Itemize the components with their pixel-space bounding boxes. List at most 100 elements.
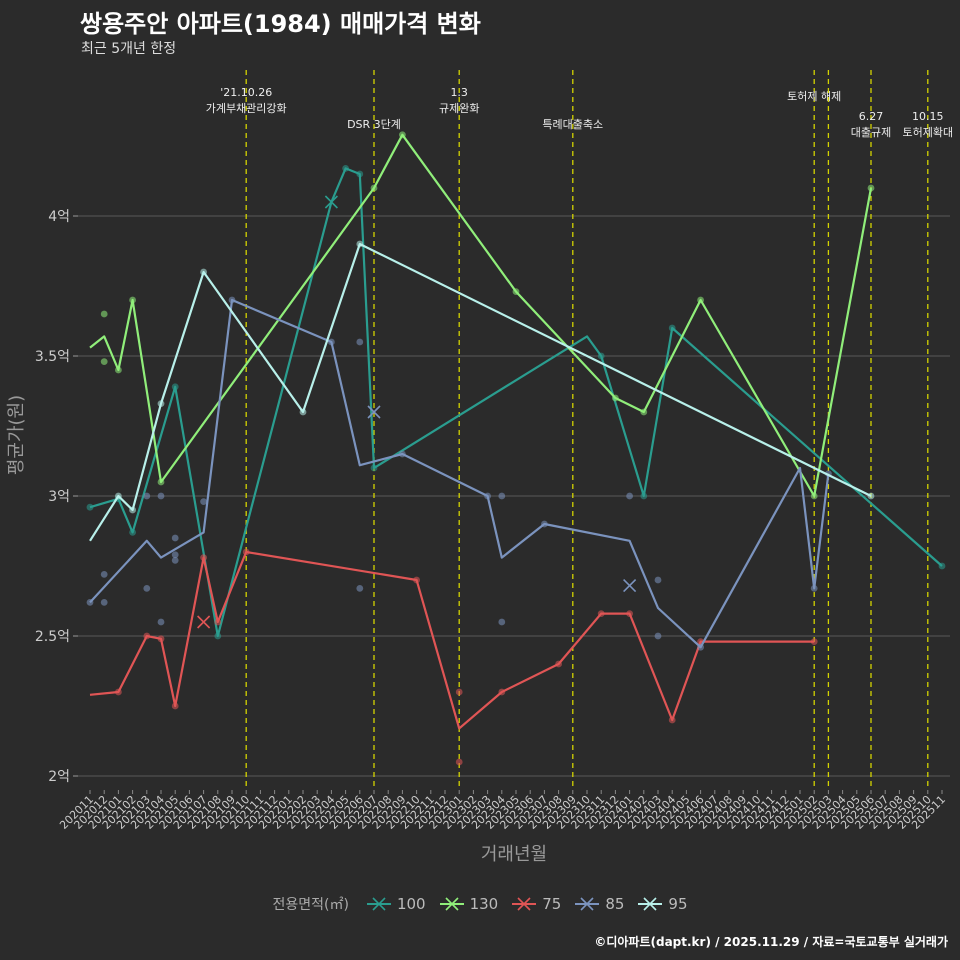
legend-item-130: 130 <box>439 895 499 913</box>
point-85-12 <box>328 338 335 346</box>
point-85-8 <box>171 557 179 564</box>
point-130-10 <box>697 296 704 304</box>
policy-label-0-0: '21.10.26 <box>220 86 272 99</box>
legend-label-95: 95 <box>668 895 688 913</box>
point-95-3 <box>200 268 208 276</box>
point-75-0 <box>115 688 122 696</box>
point-75-14 <box>668 716 676 724</box>
point-130-6 <box>399 131 406 139</box>
point-95-2 <box>157 400 165 407</box>
point-85-6 <box>157 618 165 626</box>
y-tick-label-2: 3억 <box>48 489 70 505</box>
legend-label-85: 85 <box>605 895 625 913</box>
point-85-14 <box>356 585 364 592</box>
point-85-3 <box>143 492 151 500</box>
policy-label-1-0: DSR 3단계 <box>347 118 401 131</box>
legend-item-85: 85 <box>575 895 624 913</box>
policy-label-7-1: 토허제확대 <box>902 126 953 139</box>
chart-title: 쌍용주안 아파트(1984) 매매가격 변화 <box>80 10 481 38</box>
point-85-7 <box>171 534 179 542</box>
legend-label-75: 75 <box>542 895 562 913</box>
point-130-1 <box>100 358 108 365</box>
point-85-23 <box>697 643 704 651</box>
point-85-17 <box>498 492 506 500</box>
point-85-18 <box>498 618 506 626</box>
legend-label-100: 100 <box>396 895 426 913</box>
point-100-3 <box>171 383 179 391</box>
policy-label-0-1: 가계부채관리강화 <box>206 102 287 115</box>
source-caption: ©디아파트(dapt.kr) / 2025.11.29 / 자료=국토교통부 실… <box>594 935 948 949</box>
y-tick-label-3: 3.5억 <box>35 349 70 365</box>
legend-item-75: 75 <box>512 895 561 913</box>
legend-title: 전용면적(㎡) <box>272 897 349 913</box>
point-85-15 <box>399 450 406 458</box>
point-85-20 <box>626 492 633 500</box>
policy-label-4-0: 토허제 해제 <box>787 89 841 103</box>
point-130-0 <box>100 310 108 318</box>
point-85-22 <box>654 632 662 640</box>
point-100-8 <box>597 352 605 360</box>
legend-key-130 <box>439 897 464 911</box>
point-75-9 <box>455 758 463 766</box>
point-95-4 <box>299 408 307 416</box>
point-75-11 <box>555 660 562 668</box>
legend-key-85 <box>575 897 600 911</box>
point-85-0 <box>86 599 94 606</box>
point-95-0 <box>115 492 122 500</box>
point-130-4 <box>157 478 165 486</box>
policy-label-2-0: 1.3 <box>450 86 468 99</box>
policy-label-3-0: 특례대출축소 <box>542 118 603 131</box>
legend-key-75 <box>512 897 537 911</box>
legend: 전용면적(㎡) 100 130 75 85 95 <box>0 894 960 914</box>
cross-marker-100-0 <box>324 195 338 209</box>
point-85-5 <box>157 492 165 500</box>
x-axis-title: 거래년월 <box>481 844 547 865</box>
legend-key-100 <box>366 897 391 911</box>
point-130-2 <box>115 366 122 374</box>
legend-item-100: 100 <box>366 895 426 913</box>
point-100-6 <box>356 170 364 178</box>
point-75-3 <box>171 702 179 710</box>
point-85-11 <box>228 296 236 304</box>
point-130-3 <box>129 296 137 304</box>
y-axis-title: 평균가(원) <box>6 395 27 475</box>
point-100-2 <box>129 529 137 536</box>
point-75-13 <box>626 610 633 617</box>
point-75-7 <box>413 576 420 584</box>
point-95-1 <box>129 506 137 514</box>
cross-marker-85-0 <box>623 579 637 593</box>
chart-subtitle: 최근 5개년 한정 <box>81 41 177 57</box>
point-100-9 <box>640 492 648 500</box>
point-85-1 <box>100 599 108 606</box>
point-100-10 <box>668 324 676 332</box>
cross-marker-75-0 <box>197 615 211 629</box>
point-130-5 <box>370 184 378 192</box>
point-75-10 <box>498 688 506 696</box>
point-85-4 <box>143 585 151 592</box>
y-tick-label-4: 4억 <box>48 209 70 225</box>
point-75-6 <box>242 548 250 556</box>
policy-label-6-1: 대출규제 <box>851 126 891 139</box>
point-130-9 <box>640 408 648 416</box>
point-130-11 <box>810 492 818 500</box>
point-85-9 <box>171 551 179 559</box>
point-75-1 <box>143 632 151 640</box>
legend-key-95 <box>638 897 663 911</box>
y-tick-label-0: 2억 <box>48 769 70 785</box>
cross-marker-85-1 <box>367 405 381 419</box>
point-85-13 <box>356 338 364 346</box>
point-85-10 <box>200 498 208 505</box>
point-95-5 <box>356 240 364 248</box>
point-85-24 <box>810 585 818 592</box>
point-85-19 <box>541 520 548 528</box>
point-75-16 <box>810 638 818 645</box>
legend-label-130: 130 <box>469 895 499 913</box>
point-85-16 <box>484 492 491 500</box>
point-100-4 <box>214 632 222 640</box>
series-line-100 <box>89 167 943 638</box>
point-75-4 <box>200 554 208 561</box>
y-tick-label-1: 2.5억 <box>35 629 70 645</box>
point-95-6 <box>867 492 875 500</box>
point-75-2 <box>157 635 165 643</box>
point-130-12 <box>867 184 875 192</box>
